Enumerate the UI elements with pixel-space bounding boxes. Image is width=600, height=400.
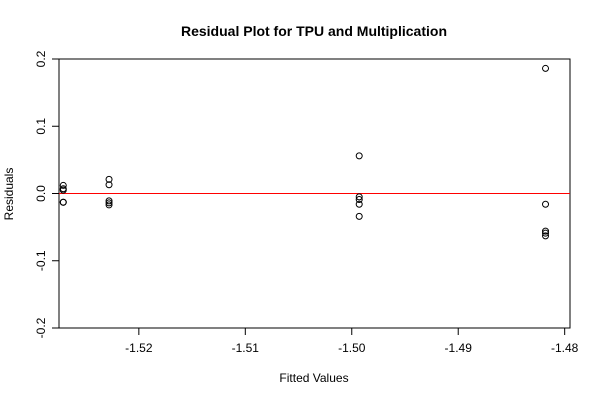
y-axis-label: Residuals <box>2 168 16 221</box>
x-tick-label: -1.49 <box>445 341 473 355</box>
y-tick-label: 0.2 <box>34 50 48 67</box>
data-point <box>542 229 550 237</box>
x-tick-label: -1.50 <box>338 341 366 355</box>
data-point <box>542 200 550 208</box>
data-point <box>355 152 363 160</box>
data-point <box>105 175 113 183</box>
data-point <box>59 198 67 206</box>
y-tick-label: 0.1 <box>34 118 48 135</box>
chart-title: Residual Plot for TPU and Multiplication <box>181 23 447 39</box>
data-point <box>542 227 550 235</box>
data-point <box>355 212 363 220</box>
data-point <box>59 181 67 189</box>
data-point <box>105 199 113 207</box>
x-tick-label: -1.52 <box>125 341 153 355</box>
data-point <box>59 186 67 194</box>
data-point <box>542 64 550 72</box>
data-point <box>105 197 113 205</box>
y-tick-label: -0.2 <box>34 317 48 338</box>
data-point <box>105 181 113 189</box>
y-tick-label: -0.1 <box>34 250 48 271</box>
x-tick-label: -1.51 <box>232 341 260 355</box>
x-axis-label: Fitted Values <box>279 371 348 385</box>
data-point <box>355 200 363 208</box>
data-point <box>105 201 113 209</box>
data-point <box>355 193 363 201</box>
data-point <box>355 196 363 204</box>
data-point <box>542 232 550 240</box>
y-tick-label: 0.0 <box>34 185 48 202</box>
x-tick-label: -1.48 <box>551 341 579 355</box>
